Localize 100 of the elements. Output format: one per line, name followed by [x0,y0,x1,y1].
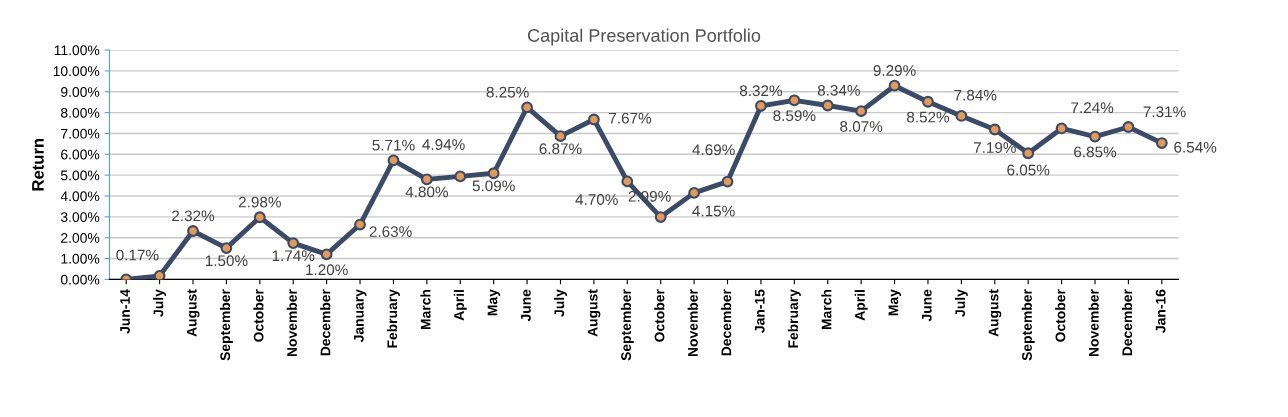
data-label: 2.32% [172,210,215,222]
point [387,154,400,167]
point [788,94,801,107]
x-tick-label: May [888,289,902,316]
x-tick-label: November [1088,289,1099,357]
point [888,79,901,92]
y-tick-label: 9.00% [61,87,100,97]
point [587,113,600,126]
data-label: 7.67% [609,112,652,124]
data-label: 2.98% [238,196,281,208]
x-tick-label: February [386,289,400,348]
data-label: 1.20% [306,264,348,276]
x-tick-label: October [654,289,665,342]
y-tick-label: 2.00% [61,233,100,243]
chart-title: Capital Preservation Portfolio [528,28,761,46]
data-label: 7.24% [1071,102,1114,114]
point [1089,130,1101,143]
data-label: 5.71% [372,139,415,151]
x-tick-label: August [587,289,601,337]
y-tick-label: 1.00% [61,253,100,264]
point [988,123,1001,136]
data-label: 8.25% [486,86,529,98]
x-tick-label: September [620,289,634,361]
x-tick-label: Jun-14 [120,289,130,334]
point [621,175,634,188]
point [187,225,199,237]
point [1022,147,1035,160]
y-tick-label: 8.00% [60,107,100,118]
x-tick-label: Jan-15 [754,289,765,333]
x-tick-label: June [521,289,531,322]
point [521,101,533,114]
point [1122,121,1135,133]
x-tick-label: August [988,289,1002,337]
point [955,110,968,122]
x-tick-label: July [554,289,567,317]
point [855,105,868,118]
x-tick-label: April [453,290,467,321]
data-label: 4.69% [692,144,735,156]
x-tick-label: February [787,289,801,348]
data-label: 6.85% [1074,146,1117,158]
data-label: 1.50% [205,255,248,267]
data-label: 9.29% [873,65,916,76]
point [654,211,667,223]
point [354,218,366,231]
point [721,175,734,188]
point [487,167,500,180]
x-tick-label: July [153,289,167,317]
x-tick-label: July [954,289,968,317]
data-label: 7.84% [954,89,997,101]
point [755,100,767,112]
x-tick-label: June [922,289,932,322]
data-label: 8.59% [773,110,816,122]
x-tick-label: December [320,289,331,356]
point [922,95,934,108]
data-label: 4.80% [405,186,448,198]
y-axis-title: Return [32,138,44,191]
point [253,211,266,224]
y-tick-label: 10.00% [53,66,100,77]
data-label: 5.09% [472,180,515,192]
data-label: 4.15% [692,205,735,217]
y-tick-label: 3.00% [60,212,100,223]
data-label: 7.31% [1143,106,1186,118]
point [220,242,233,255]
data-label: 4.94% [422,139,465,150]
data-label: 2.63% [369,226,412,237]
data-label: 6.05% [1007,164,1050,176]
data-label: 8.52% [906,111,950,123]
x-tick-label: November [687,289,698,357]
data-label: 7.19% [973,142,1016,154]
y-tick-label: 11.00% [54,45,100,56]
data-label: 1.74% [272,250,315,262]
x-tick-label: December [1121,289,1133,356]
point [454,170,467,183]
y-tick-label: 4.00% [60,191,100,202]
data-label: 0.17% [116,249,159,261]
x-tick-label: December [721,289,732,356]
point [1055,122,1068,135]
point [153,269,166,280]
point [688,186,701,199]
x-tick-label: October [1055,289,1066,342]
x-tick-label: April [854,290,868,321]
x-tick-label: March [821,289,832,330]
x-tick-label: September [219,289,233,361]
x-tick-label: March [420,289,431,330]
y-tick-label: 0.00% [60,274,100,285]
y-tick-label: 7.00% [61,128,100,139]
point [554,130,567,143]
data-label: 8.32% [739,85,783,97]
data-label: 6.87% [539,143,582,155]
point [420,173,433,186]
point [320,248,333,261]
point [287,237,300,250]
x-tick-label: Jan-16 [1155,289,1166,333]
x-tick-label: September [1021,289,1035,361]
data-label: 4.70% [575,194,618,205]
y-tick-label: 5.00% [60,170,100,181]
data-label: 8.34% [817,84,860,96]
data-label: 6.54% [1174,141,1217,153]
x-tick-label: January [354,289,367,343]
point [1155,137,1168,149]
